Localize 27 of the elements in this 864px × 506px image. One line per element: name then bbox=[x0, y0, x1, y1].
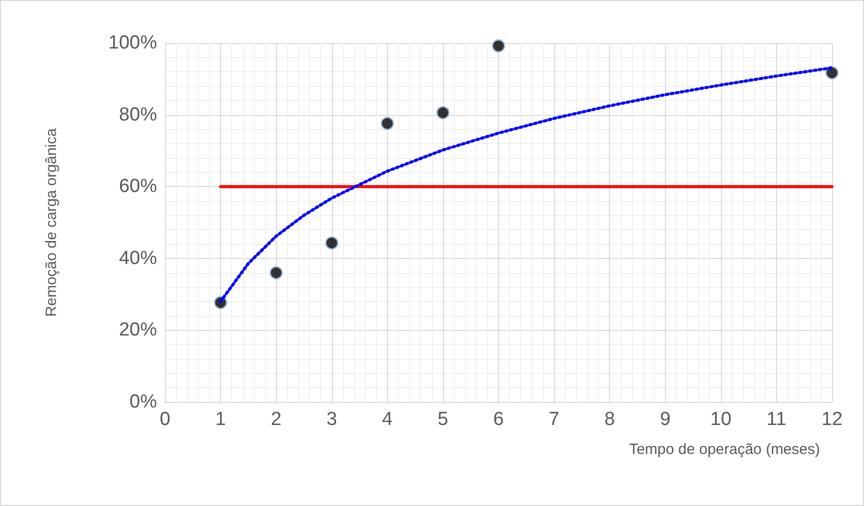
y-tick-label: 60% bbox=[118, 176, 158, 198]
x-tick-label: 10 bbox=[710, 409, 732, 430]
x-tick-label: 6 bbox=[493, 409, 504, 430]
y-tick-label: 20% bbox=[118, 320, 158, 341]
y-tick-label: 40% bbox=[118, 248, 158, 269]
x-tick-label: 2 bbox=[270, 409, 282, 430]
point bbox=[825, 66, 839, 80]
x-tick-label: 9 bbox=[660, 409, 671, 430]
x-tick-label: 12 bbox=[821, 409, 843, 430]
x-tick-label: 7 bbox=[548, 409, 560, 430]
x-tick-label: 0 bbox=[160, 409, 170, 430]
x-tick-label: 11 bbox=[766, 409, 786, 430]
x-tick-label: 4 bbox=[382, 409, 394, 430]
x-tick-label: 1 bbox=[215, 409, 226, 430]
point bbox=[325, 236, 338, 250]
y-axis-title: Remoção de carga orgânica bbox=[43, 128, 60, 317]
y-tick-label: 0% bbox=[130, 392, 158, 412]
y-tick-label: 100% bbox=[108, 32, 158, 54]
point bbox=[492, 39, 506, 53]
point bbox=[436, 106, 450, 120]
point bbox=[269, 266, 283, 280]
point bbox=[380, 116, 394, 130]
x-tick-label: 8 bbox=[604, 409, 615, 430]
x-tick-label: 5 bbox=[438, 409, 448, 430]
x-axis-title: Tempo de operação (meses) bbox=[629, 441, 820, 458]
x-tick-label: 3 bbox=[326, 409, 338, 430]
y-tick-label: 80% bbox=[118, 104, 158, 126]
